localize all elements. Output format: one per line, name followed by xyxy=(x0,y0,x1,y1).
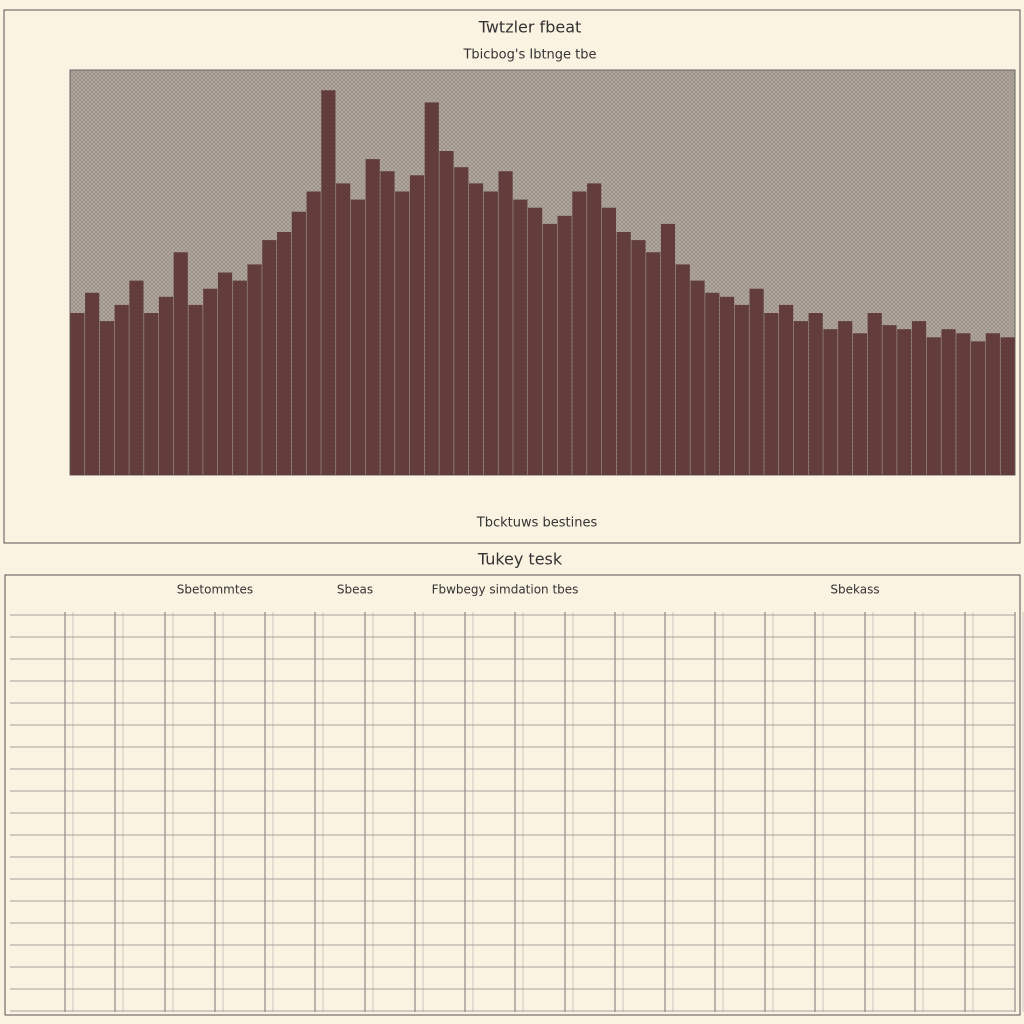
bar xyxy=(365,159,380,475)
bars xyxy=(70,90,1015,476)
bar xyxy=(277,232,292,475)
bar xyxy=(749,288,764,475)
bar xyxy=(719,296,735,475)
bar xyxy=(793,321,808,475)
bar xyxy=(203,288,218,475)
bar xyxy=(409,175,425,476)
bar xyxy=(587,183,602,475)
chart-title: Twtzler fbeat xyxy=(478,18,582,37)
bar xyxy=(838,321,853,475)
bar xyxy=(85,292,100,475)
bar xyxy=(897,329,912,475)
bar xyxy=(941,329,956,475)
bar xyxy=(99,321,115,475)
bar xyxy=(188,304,203,475)
bar xyxy=(306,191,321,475)
table-group-header: Sbetommtes xyxy=(177,583,253,597)
bar xyxy=(498,171,513,475)
bar xyxy=(247,264,262,475)
bar xyxy=(660,223,676,475)
bar xyxy=(454,167,469,475)
bar xyxy=(129,280,144,475)
bar xyxy=(173,252,188,475)
bar xyxy=(601,207,617,475)
bar xyxy=(646,252,661,475)
x-axis-label: Tbcktuws bestines xyxy=(476,516,598,531)
bar xyxy=(468,183,484,475)
bar xyxy=(557,215,572,476)
bar xyxy=(911,321,927,475)
bar xyxy=(882,325,897,475)
bar xyxy=(823,329,838,475)
bar xyxy=(144,313,159,475)
bar xyxy=(350,199,366,475)
bar xyxy=(321,90,336,475)
bar xyxy=(424,102,439,476)
chart-subtitle: Tbicbog's Ibtnge tbe xyxy=(462,48,596,63)
bar xyxy=(616,232,631,475)
bar xyxy=(439,151,454,475)
table-headers: Sbetommtes Sbeas Fbwbegy simdation tbes Sbe… xyxy=(177,583,880,597)
bar xyxy=(572,191,587,475)
table-frame xyxy=(4,574,1021,1016)
bar xyxy=(956,333,971,475)
table-group-header: Fbwbegy simdation tbes xyxy=(432,583,579,597)
bar xyxy=(380,171,395,475)
bar xyxy=(70,313,85,475)
bar xyxy=(985,333,1000,475)
bar xyxy=(867,313,882,475)
bar xyxy=(764,313,779,475)
bar xyxy=(1000,337,1015,475)
bar xyxy=(232,280,247,475)
bar xyxy=(926,337,941,475)
table-grid xyxy=(10,612,1024,1012)
bar xyxy=(779,304,794,475)
bar xyxy=(528,207,543,475)
bar xyxy=(808,313,823,475)
table-group-header: Sbekass xyxy=(830,583,879,597)
bar xyxy=(395,191,410,475)
bar xyxy=(734,304,749,475)
bar xyxy=(513,199,528,475)
bar xyxy=(336,183,351,475)
bar xyxy=(852,333,868,475)
table-group-header: Sbeas xyxy=(337,583,373,597)
bar xyxy=(675,264,690,475)
bar xyxy=(483,191,498,475)
bar xyxy=(262,240,277,475)
bar xyxy=(690,280,705,475)
bar xyxy=(217,272,233,475)
bar xyxy=(291,211,306,475)
bar xyxy=(114,304,129,475)
bar xyxy=(542,223,557,475)
bar xyxy=(631,240,646,475)
bar xyxy=(158,296,174,475)
bar xyxy=(970,341,986,475)
chart-frame xyxy=(3,9,1021,544)
bar xyxy=(705,292,720,475)
table-title: Tukey tesk xyxy=(477,550,563,569)
